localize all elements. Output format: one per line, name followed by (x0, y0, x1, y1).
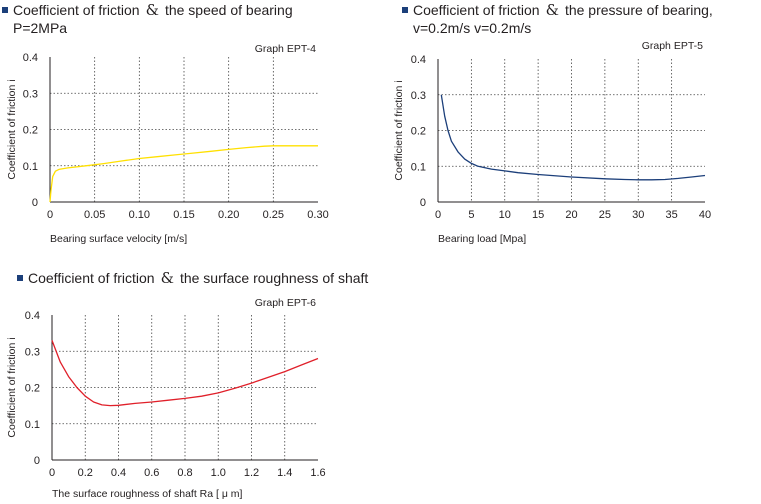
graph-label: Graph EPT-6 (255, 297, 316, 309)
x-tick-label: 40 (699, 209, 711, 221)
y-tick-label: 0.3 (23, 88, 38, 100)
y-axis-label: Coefficient of friction i (393, 80, 405, 180)
heading-text: Coefficient of friction (13, 2, 140, 18)
chart-heading-pressure: Coefficient of friction & the pressure of … (402, 1, 713, 37)
x-axis-label: The surface roughness of shaft Ra [ μ m] (52, 488, 243, 500)
chart-heading-speed: Coefficient of friction & the speed of bea… (2, 1, 293, 37)
y-tick-label: 0.1 (23, 161, 38, 173)
x-tick-label: 0.6 (144, 467, 159, 479)
x-tick-label: 1.0 (211, 467, 226, 479)
bullet-icon (17, 275, 23, 281)
y-axis-label: Coefficient of friction i (6, 79, 18, 179)
x-tick-label: 30 (632, 209, 644, 221)
x-tick-label: 0 (47, 209, 53, 221)
x-tick-label: 0.8 (177, 467, 192, 479)
heading-text: Coefficient of friction (413, 2, 540, 18)
x-tick-label: 1.4 (277, 467, 292, 479)
y-tick-label: 0.2 (411, 126, 426, 138)
graph-label: Graph EPT-5 (642, 40, 703, 52)
y-tick-label: 0 (34, 455, 40, 467)
heading-rest: the surface roughness of shaft (179, 270, 369, 286)
heading-ampersand: & (160, 269, 174, 287)
x-tick-label: 1.6 (310, 467, 325, 479)
x-tick-label: 20 (565, 209, 577, 221)
x-axis-label: Bearing load [Mpa] (438, 233, 526, 245)
x-tick-label: 0.30 (307, 209, 328, 221)
y-tick-label: 0.4 (25, 310, 40, 322)
bullet-icon (2, 7, 8, 13)
y-tick-label: 0.2 (23, 125, 38, 137)
heading-subtitle: P=2MPa (13, 20, 68, 36)
y-tick-label: 0.4 (23, 52, 38, 64)
graph-label: Graph EPT-4 (255, 43, 316, 55)
heading-ampersand: & (545, 1, 559, 19)
y-tick-label: 0.1 (25, 419, 40, 431)
x-tick-label: 1.2 (244, 467, 259, 479)
x-tick-label: 0.25 (263, 209, 284, 221)
y-tick-label: 0.3 (411, 90, 426, 102)
heading-text: Coefficient of friction (28, 270, 155, 286)
x-tick-label: 0.20 (218, 209, 239, 221)
y-tick-label: 0 (420, 197, 426, 209)
y-axis-label: Coefficient of friction i (6, 337, 18, 437)
x-tick-label: 0.15 (173, 209, 194, 221)
heading-subtitle: v=0.2m/s v=0.2m/s (413, 20, 532, 36)
series-line (49, 145, 318, 203)
chart-heading-roughness: Coefficient of friction & the surface roug… (17, 269, 368, 287)
y-tick-label: 0.2 (25, 383, 40, 395)
series-line (440, 94, 706, 181)
x-axis-label: Bearing surface velocity [m/s] (50, 233, 187, 245)
bullet-icon (402, 7, 408, 13)
x-tick-label: 0 (435, 209, 441, 221)
y-tick-label: 0.1 (411, 161, 426, 173)
x-tick-label: 10 (499, 209, 511, 221)
x-tick-label: 0.05 (84, 209, 105, 221)
series-line (51, 340, 319, 407)
x-tick-label: 5 (468, 209, 474, 221)
heading-rest: the pressure of bearing, (564, 2, 713, 18)
y-tick-label: 0 (32, 197, 38, 209)
x-tick-label: 0.4 (111, 467, 126, 479)
y-tick-label: 0.3 (25, 346, 40, 358)
x-tick-label: 15 (532, 209, 544, 221)
y-tick-label: 0.4 (411, 54, 426, 66)
x-tick-label: 0 (49, 467, 55, 479)
x-tick-label: 25 (599, 209, 611, 221)
x-tick-label: 0.2 (78, 467, 93, 479)
x-tick-label: 35 (666, 209, 678, 221)
heading-ampersand: & (145, 1, 159, 19)
x-tick-label: 0.10 (129, 209, 150, 221)
heading-rest: the speed of bearing (164, 2, 293, 18)
